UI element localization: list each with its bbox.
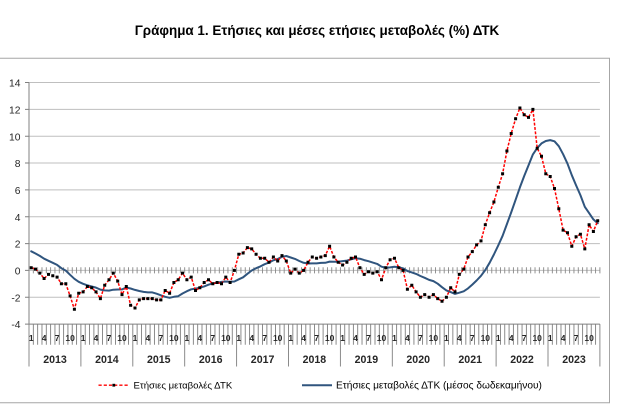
svg-text:2022: 2022 [510, 354, 534, 366]
svg-text:1: 1 [133, 333, 138, 343]
svg-text:7: 7 [470, 333, 475, 343]
svg-text:7: 7 [366, 333, 371, 343]
svg-text:2013: 2013 [43, 354, 67, 366]
svg-text:2023: 2023 [562, 354, 586, 366]
svg-text:8: 8 [15, 159, 21, 170]
svg-text:1: 1 [29, 333, 34, 343]
svg-text:1: 1 [236, 333, 241, 343]
svg-text:1: 1 [288, 333, 293, 343]
svg-text:4: 4 [42, 333, 47, 343]
svg-text:2015: 2015 [147, 354, 171, 366]
svg-text:10: 10 [377, 333, 387, 343]
svg-text:1: 1 [444, 333, 449, 343]
svg-text:10: 10 [429, 333, 439, 343]
svg-text:4: 4 [405, 333, 410, 343]
svg-text:7: 7 [418, 333, 423, 343]
svg-text:4: 4 [94, 333, 99, 343]
svg-text:2018: 2018 [303, 354, 327, 366]
svg-text:7: 7 [574, 333, 579, 343]
svg-text:10: 10 [532, 333, 542, 343]
svg-text:7: 7 [314, 333, 319, 343]
svg-text:4: 4 [353, 333, 358, 343]
svg-text:4: 4 [146, 333, 151, 343]
svg-text:4: 4 [301, 333, 306, 343]
svg-text:10: 10 [169, 333, 179, 343]
svg-text:Γράφημα 1. Ετήσιες και μέσες ε: Γράφημα 1. Ετήσιες και μέσες ετήσιες μετ… [135, 23, 500, 38]
svg-text:2021: 2021 [458, 354, 482, 366]
svg-text:7: 7 [55, 333, 60, 343]
svg-text:7: 7 [159, 333, 164, 343]
svg-text:4: 4 [509, 333, 514, 343]
svg-text:1: 1 [81, 333, 86, 343]
svg-text:1: 1 [340, 333, 345, 343]
svg-text:Ετήσιες μεταβολές ΔΤΚ (μέσος δ: Ετήσιες μεταβολές ΔΤΚ (μέσος δωδεκαμήνου… [336, 380, 542, 392]
svg-text:14: 14 [9, 79, 21, 90]
svg-text:7: 7 [522, 333, 527, 343]
svg-text:7: 7 [210, 333, 215, 343]
svg-text:2: 2 [15, 240, 21, 251]
svg-text:2017: 2017 [251, 354, 275, 366]
svg-text:10: 10 [65, 333, 75, 343]
svg-text:6: 6 [15, 186, 21, 197]
svg-text:2016: 2016 [199, 354, 223, 366]
svg-text:2020: 2020 [406, 354, 430, 366]
svg-text:10: 10 [221, 333, 231, 343]
svg-text:4: 4 [457, 333, 462, 343]
svg-text:Ετήσιες μεταβολές ΔΤΚ: Ετήσιες μεταβολές ΔΤΚ [134, 381, 233, 392]
svg-text:7: 7 [262, 333, 267, 343]
svg-text:1: 1 [548, 333, 553, 343]
svg-text:10: 10 [584, 333, 594, 343]
svg-text:-4: -4 [11, 320, 20, 331]
svg-text:4: 4 [249, 333, 254, 343]
svg-text:10: 10 [481, 333, 491, 343]
svg-text:0: 0 [15, 267, 21, 278]
svg-text:2014: 2014 [95, 354, 119, 366]
svg-text:-2: -2 [11, 293, 20, 304]
svg-text:10: 10 [273, 333, 283, 343]
svg-text:1: 1 [392, 333, 397, 343]
svg-text:4: 4 [15, 213, 21, 224]
svg-text:1: 1 [496, 333, 501, 343]
svg-text:12: 12 [9, 106, 21, 117]
svg-text:10: 10 [9, 132, 21, 143]
svg-text:2019: 2019 [355, 354, 379, 366]
svg-text:10: 10 [325, 333, 335, 343]
svg-text:4: 4 [197, 333, 202, 343]
svg-text:1: 1 [185, 333, 190, 343]
svg-text:10: 10 [117, 333, 127, 343]
svg-text:7: 7 [107, 333, 112, 343]
svg-text:4: 4 [561, 333, 566, 343]
